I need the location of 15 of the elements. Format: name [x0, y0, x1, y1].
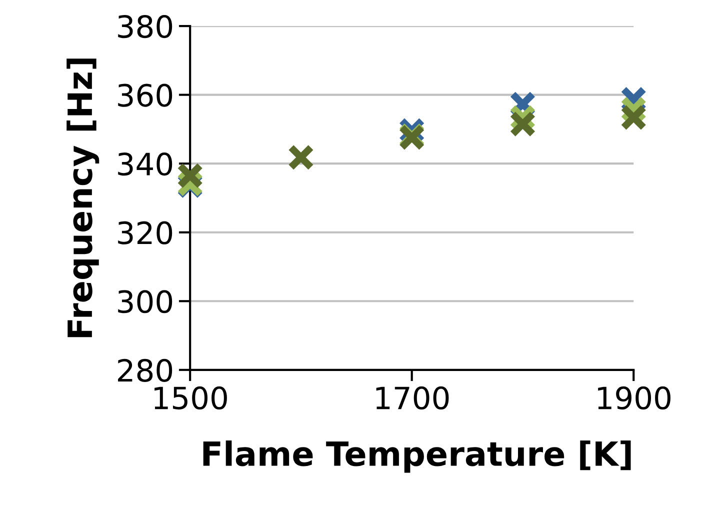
point: [620, 104, 647, 131]
x-tick-label: 1700: [376, 386, 449, 410]
y-axis-title: Frequency [Hz]: [66, 58, 100, 338]
y-tick-label: 380: [118, 14, 172, 38]
y-tick-label: 360: [118, 84, 172, 107]
point: [509, 110, 536, 138]
y-tick-label: 280: [118, 358, 172, 382]
y-tick-label: 300: [118, 290, 172, 314]
y-tick-label: 320: [118, 221, 172, 244]
x-tick-label: 1500: [154, 386, 227, 410]
point: [288, 144, 314, 171]
point: [176, 162, 204, 189]
x-tick-label: 1900: [598, 386, 670, 410]
x-axis-title: Flame Temperature [K]: [203, 440, 631, 473]
y-tick-label: 340: [118, 152, 172, 176]
